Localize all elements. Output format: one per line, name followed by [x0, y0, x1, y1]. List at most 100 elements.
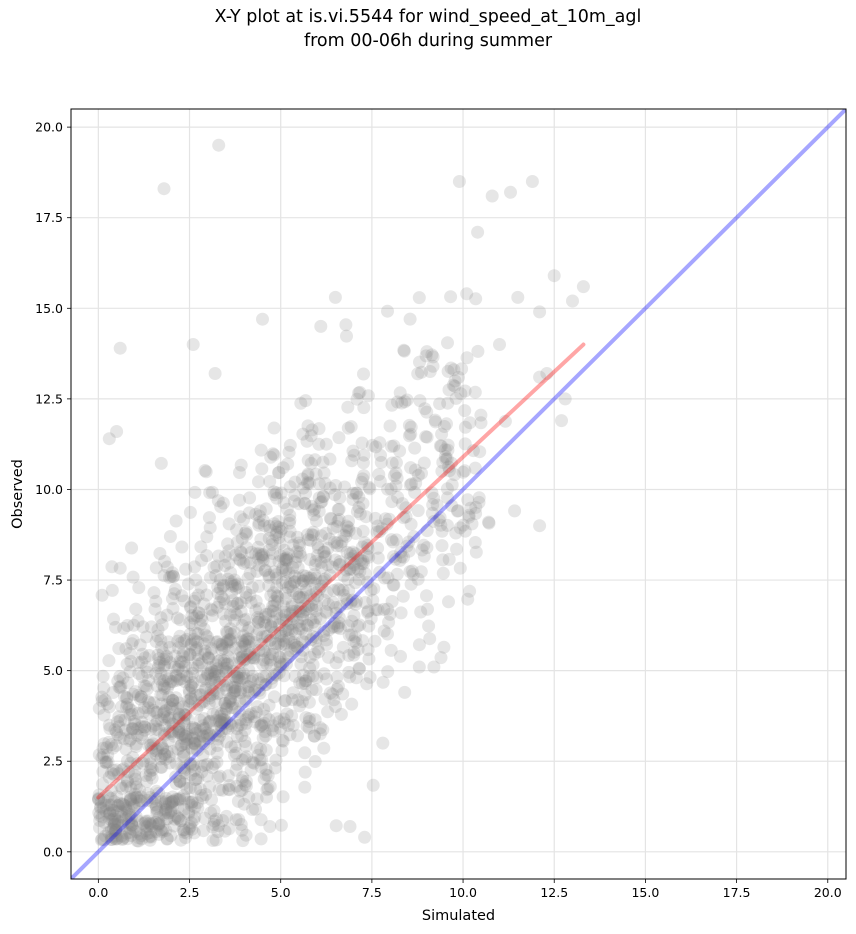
data-point [276, 790, 290, 804]
data-point [384, 482, 398, 496]
data-point [445, 499, 459, 513]
data-point [172, 722, 186, 736]
data-point [247, 710, 261, 724]
data-point [230, 608, 244, 622]
data-point [220, 678, 234, 692]
data-point [188, 800, 202, 814]
data-point [186, 676, 200, 690]
data-point [294, 657, 308, 671]
data-point [273, 611, 287, 625]
data-point [298, 688, 312, 702]
data-point [142, 738, 155, 752]
data-point [184, 679, 198, 693]
data-point [533, 370, 547, 384]
data-point [256, 719, 270, 733]
data-point [167, 729, 181, 743]
data-point [441, 396, 455, 410]
data-point [166, 694, 180, 708]
data-point [102, 812, 116, 826]
data-point [347, 634, 361, 648]
data-point [260, 629, 274, 643]
data-point [124, 732, 138, 746]
data-point [208, 674, 222, 688]
data-point [138, 651, 152, 665]
data-point [184, 600, 198, 614]
data-point [197, 712, 211, 726]
data-point [157, 652, 171, 666]
data-point [183, 627, 197, 641]
data-point [126, 819, 139, 833]
data-point [216, 661, 230, 675]
data-point [187, 813, 201, 827]
data-point [267, 599, 281, 612]
data-point [363, 670, 377, 684]
data-point [317, 466, 331, 480]
data-point [436, 455, 450, 469]
data-point [150, 804, 164, 818]
data-point [214, 719, 228, 733]
data-point [399, 501, 413, 515]
data-point [251, 615, 265, 629]
data-point [259, 669, 273, 683]
data-point [317, 545, 331, 559]
data-point [267, 488, 281, 502]
data-point [316, 455, 330, 469]
data-point [418, 402, 432, 416]
data-point [279, 592, 293, 605]
data-point [235, 634, 249, 648]
data-point [160, 608, 174, 622]
data-point [204, 661, 218, 674]
data-point [406, 567, 420, 581]
data-point [160, 670, 174, 683]
data-point [381, 482, 395, 496]
x-tick-label: 15.0 [631, 885, 659, 900]
data-point [346, 593, 359, 607]
data-point [277, 543, 291, 557]
data-point [233, 694, 247, 708]
data-point [103, 806, 117, 820]
data-point [125, 797, 139, 811]
data-point [301, 477, 315, 491]
data-point [105, 560, 119, 574]
data-point [267, 690, 281, 704]
data-point [162, 690, 176, 704]
data-point [129, 602, 143, 616]
data-point [225, 656, 239, 670]
data-point [307, 508, 321, 522]
data-point [276, 734, 290, 748]
data-point [253, 753, 267, 767]
data-point [120, 690, 134, 704]
data-point [115, 781, 129, 795]
data-point [172, 725, 186, 739]
data-point [214, 724, 228, 738]
data-point [464, 501, 478, 515]
data-point [110, 425, 124, 438]
data-point [228, 606, 242, 620]
data-point [247, 635, 261, 649]
data-point [234, 458, 248, 472]
data-point [362, 652, 376, 666]
data-point [152, 723, 166, 737]
data-point [125, 637, 139, 651]
data-point [306, 658, 320, 672]
data-point [440, 482, 454, 496]
data-point [275, 733, 289, 747]
data-point [448, 374, 462, 388]
data-point [280, 553, 294, 567]
data-point [299, 674, 312, 688]
data-point [342, 524, 356, 538]
data-point [262, 713, 276, 727]
data-point [461, 493, 475, 507]
data-point [285, 609, 299, 623]
data-point [334, 539, 348, 553]
data-point [252, 475, 265, 489]
data-point [160, 650, 174, 663]
data-point [165, 800, 179, 814]
data-point [154, 795, 168, 809]
data-point [387, 439, 401, 453]
data-point [274, 722, 288, 736]
data-point [205, 603, 219, 617]
data-point [125, 541, 139, 555]
data-point [176, 823, 190, 837]
data-point [235, 823, 249, 837]
